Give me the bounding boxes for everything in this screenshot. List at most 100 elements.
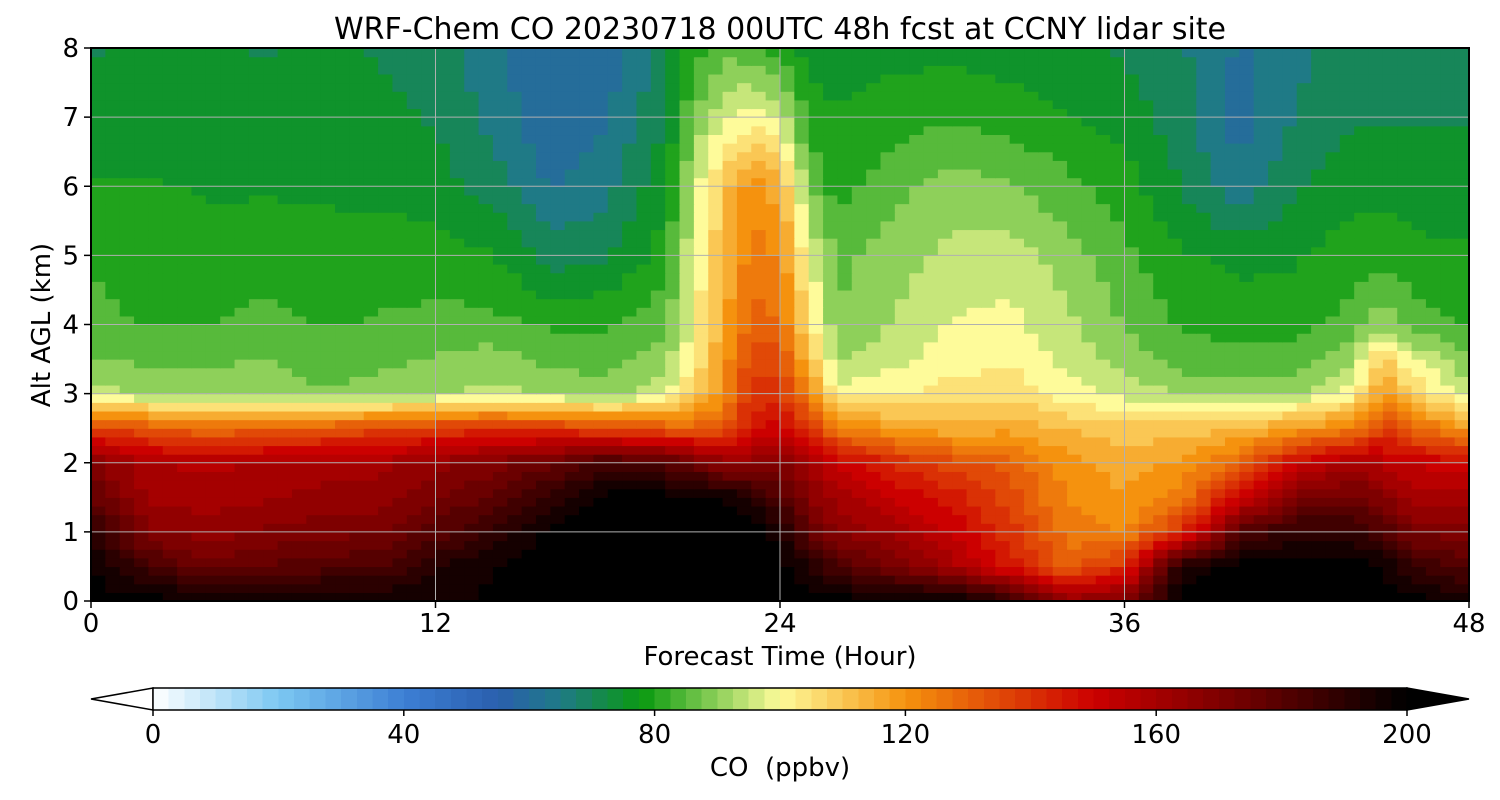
heatmap-cell [1454,341,1469,352]
heatmap-cell [665,307,681,317]
heatmap-cell [291,376,307,386]
heatmap-cell [1210,194,1226,205]
heatmap-cell [550,462,566,472]
heatmap-cell [1411,497,1427,507]
heatmap-cell [349,419,365,429]
heatmap-cell [507,514,523,524]
heatmap-cell [1397,454,1413,464]
heatmap-cell [1253,229,1269,239]
heatmap-cell [148,315,164,326]
heatmap-cell [550,402,566,412]
heatmap-cell [622,350,638,360]
heatmap-cell [823,480,839,490]
heatmap-cell [91,238,106,248]
heatmap-cell [1138,384,1154,395]
heatmap-cell [119,419,135,429]
heatmap-cell [1067,402,1083,412]
heatmap-cell [1339,540,1355,550]
heatmap-cell [1052,531,1068,542]
heatmap-cell [1196,376,1212,386]
heatmap-cell [751,505,767,516]
heatmap-cell [894,281,910,291]
heatmap-cell [1024,376,1039,386]
heatmap-cell [492,238,508,248]
heatmap-cell [1311,350,1327,360]
heatmap-cell [378,212,394,222]
heatmap-cell [1382,376,1398,386]
heatmap-cell [277,480,293,490]
heatmap-cell [363,281,379,291]
heatmap-cell [492,575,508,585]
heatmap-cell [162,255,178,265]
heatmap-cell [808,583,824,593]
heatmap-cell [205,523,221,533]
heatmap-cell [937,592,953,601]
heatmap-cell [823,462,839,472]
heatmap-cell [1153,212,1169,222]
heatmap-cell [1153,583,1169,593]
heatmap-cell [1239,281,1255,291]
heatmap-cell [823,160,839,170]
heatmap-cell [162,566,178,576]
heatmap-cell [378,531,394,542]
heatmap-cell [1038,436,1054,447]
heatmap-cell [693,454,709,464]
heatmap-cell [1440,402,1456,412]
heatmap-cell [1239,540,1255,550]
heatmap-cell [406,341,422,352]
heatmap-cell [449,264,465,274]
heatmap-cell [1153,246,1169,256]
heatmap-cell [650,229,666,239]
heatmap-cell [1282,566,1298,576]
heatmap-cell [607,272,623,282]
heatmap-cell [780,168,795,179]
heatmap-cell [780,393,795,403]
heatmap-cell [823,220,839,231]
heatmap-cell [665,376,681,386]
heatmap-cell [1196,272,1212,282]
heatmap-cell [1024,333,1039,343]
heatmap-cell [507,480,523,490]
heatmap-cell [923,160,939,170]
heatmap-cell [837,566,853,576]
heatmap-cell [708,289,724,300]
heatmap-cell [1210,436,1226,447]
heatmap-cell [1282,151,1298,161]
heatmap-cell [1081,246,1097,256]
heatmap-cell [263,359,279,369]
heatmap-cell [966,523,982,533]
heatmap-cell [1210,212,1226,222]
heatmap-cell [105,160,121,170]
heatmap-cell [191,281,207,291]
heatmap-cell [335,186,350,196]
heatmap-cell [665,168,681,179]
heatmap-cell [291,220,307,231]
heatmap-cell [335,367,350,377]
heatmap-cell [650,540,666,550]
heatmap-cell [593,168,609,179]
heatmap-cell [1067,177,1083,187]
heatmap-cell [1239,212,1255,222]
heatmap-cell [335,315,350,326]
heatmap-cell [794,220,810,231]
heatmap-cell [134,410,150,421]
heatmap-cell [378,410,394,421]
heatmap-cell [866,549,882,559]
heatmap-cell [291,255,307,265]
heatmap-cell [607,367,623,377]
heatmap-cell [449,376,465,386]
heatmap-cell [736,436,752,447]
heatmap-cell [808,575,824,585]
heatmap-cell [851,531,867,542]
heatmap-cell [1095,480,1111,490]
heatmap-cell [1253,480,1269,490]
heatmap-cell [478,359,494,369]
heatmap-cell [1081,212,1097,222]
heatmap-cell [177,229,193,239]
heatmap-cell [435,238,451,248]
heatmap-cell [1253,393,1269,403]
heatmap-cell [507,454,523,464]
heatmap-cell [1397,419,1413,429]
heatmap-cell [492,212,508,222]
heatmap-cell [421,151,437,161]
